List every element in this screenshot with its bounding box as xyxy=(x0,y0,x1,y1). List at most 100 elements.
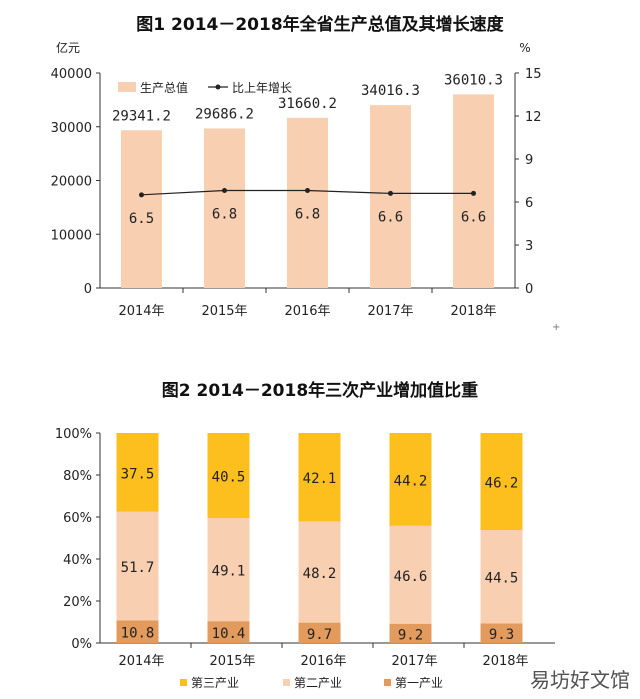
chart2-legend: 第三产业 第二产业 第一产业 xyxy=(180,676,443,690)
chart1-y-tick-label: 0 xyxy=(84,282,92,297)
legend-swatch-gdp xyxy=(118,82,136,92)
chart1-growth-value-label: 6.6 xyxy=(461,209,486,225)
chart2-y-tick-label: 40% xyxy=(63,553,92,568)
chart2-segment-label: 46.2 xyxy=(485,476,519,492)
chart2-bar-segment xyxy=(207,518,250,622)
chart1-bar-value-label: 29341.2 xyxy=(112,108,171,124)
chart1-x-tick-label: 2017年 xyxy=(367,304,413,319)
chart2-segment-label: 51.7 xyxy=(121,560,155,576)
chart2-bar-segment xyxy=(389,433,432,526)
chart2-legend-label: 第二产业 xyxy=(294,676,342,690)
chart2-stacked-bars xyxy=(116,433,523,643)
chart1-growth-point xyxy=(139,192,144,198)
chart1-y2-tick-label: 9 xyxy=(525,153,533,168)
chart1-y2-tick-label: 6 xyxy=(525,196,533,211)
chart1-growth-value-label: 6.5 xyxy=(129,211,154,227)
chart2-bar-segment xyxy=(480,433,523,531)
chart1-growth-value-label: 6.6 xyxy=(378,209,403,225)
chart2-bar-segment xyxy=(116,620,159,643)
chart1-left-unit: 亿元 xyxy=(56,40,80,55)
chart2-segment-label: 9.3 xyxy=(489,627,514,643)
watermark-text: 易坊好文馆 xyxy=(530,668,630,692)
chart1-growth-line xyxy=(139,188,476,198)
chart1-y-tick-label: 20000 xyxy=(51,175,92,190)
chart1-bar-value-label: 34016.3 xyxy=(361,83,420,99)
chart2-segment-label: 48.2 xyxy=(303,566,337,582)
chart1-growth-point xyxy=(388,190,393,196)
chart2-legend-swatch xyxy=(283,679,290,686)
chart2-y-tick-label: 100% xyxy=(55,427,92,442)
chart1-right-unit: % xyxy=(519,41,530,55)
chart1-x-tick-label: 2015年 xyxy=(201,304,247,319)
chart1-y-tick-label: 40000 xyxy=(51,67,92,82)
chart2-bar-segment xyxy=(298,433,341,522)
chart2-bar-segment xyxy=(298,521,341,623)
chart2-segment-label: 10.4 xyxy=(212,626,246,642)
chart1-axes: 0 10000 20000 30000 40000 0 3 6 9 12 15 2014年 2015年 2… xyxy=(51,67,542,319)
stray-mark: + xyxy=(552,322,560,333)
chart1-y2-tick-label: 15 xyxy=(525,67,542,82)
chart2-segment-label: 44.2 xyxy=(394,473,428,489)
chart2-legend-swatch xyxy=(180,679,187,686)
chart2-title: 图2 2014－2018年三次产业增加值比重 xyxy=(162,380,478,401)
chart2-bar-segment xyxy=(207,433,250,519)
chart2-bar-segment xyxy=(480,530,523,624)
legend-label-gdp: 生产总值 xyxy=(140,80,188,95)
chart1-data-labels: 29341.2 6.5 29686.2 6.8 31660.2 6.8 34016.3 6.6… xyxy=(112,72,503,226)
chart1-legend: 生产总值 比上年增长 xyxy=(118,80,292,95)
chart2-segment-label: 10.8 xyxy=(121,626,155,642)
chart1-bars xyxy=(121,94,494,289)
chart1-title: 图1 2014－2018年全省生产总值及其增长速度 xyxy=(136,14,504,35)
chart2-x-tick-label: 2017年 xyxy=(391,654,437,669)
chart2-y-tick-label: 20% xyxy=(63,595,92,610)
chart2-segment-label: 42.1 xyxy=(303,471,337,487)
chart2-segment-label: 44.5 xyxy=(485,571,519,587)
chart2-segment-label: 37.5 xyxy=(121,466,155,482)
chart2-segment-label: 49.1 xyxy=(212,564,246,580)
chart1-growth-value-label: 6.8 xyxy=(295,207,320,223)
chart2-x-tick-label: 2016年 xyxy=(300,654,346,669)
chart2-bar-segment xyxy=(207,621,250,643)
chart2-y-tick-label: 80% xyxy=(63,469,92,484)
chart2-legend-swatch xyxy=(384,679,391,686)
chart1-bar-gdp xyxy=(370,105,411,288)
chart1-growth-value-label: 6.8 xyxy=(212,207,237,223)
chart2-bar-segment xyxy=(480,623,523,643)
legend-marker-growth xyxy=(215,84,221,90)
chart2-axes: 0% 20% 40% 60% 80% 100% 2014年 2015年 2016年 2017年 20… xyxy=(55,427,555,669)
chart2-bar-segment xyxy=(298,622,341,643)
chart1-bar-value-label: 29686.2 xyxy=(195,106,254,122)
chart1-growth-point xyxy=(222,188,227,194)
chart1-bar-value-label: 36010.3 xyxy=(444,72,503,88)
chart2-bar-segment xyxy=(116,433,159,512)
chart2-legend-label: 第一产业 xyxy=(395,676,443,690)
chart1-y-tick-label: 30000 xyxy=(51,121,92,136)
chart2-bar-segment xyxy=(116,511,159,621)
chart1-x-tick-label: 2014年 xyxy=(118,304,164,319)
chart1-x-tick-label: 2016年 xyxy=(284,304,330,319)
chart2-y-tick-label: 60% xyxy=(63,511,92,526)
chart1-y2-tick-label: 0 xyxy=(525,282,533,297)
chart2-segment-label: 9.2 xyxy=(398,627,423,643)
chart1-bar-gdp xyxy=(287,117,328,289)
chart1-y-tick-label: 10000 xyxy=(51,228,92,243)
chart2-bar-segment xyxy=(389,525,432,624)
chart2-segment-label: 40.5 xyxy=(212,470,246,486)
chart1-growth-point xyxy=(471,190,476,196)
chart2-data-labels: 10.8 51.7 37.5 10.4 49.1 40.5 9.7 48.2 42.1 9.2 46… xyxy=(121,466,519,643)
chart2-x-tick-label: 2018年 xyxy=(482,654,528,669)
chart1-y2-tick-label: 3 xyxy=(525,239,533,254)
chart1-bar-gdp xyxy=(121,130,162,288)
chart2-x-tick-label: 2015年 xyxy=(209,654,255,669)
chart2-legend-label: 第三产业 xyxy=(191,676,239,690)
chart1-growth-point xyxy=(305,188,310,194)
chart1-x-tick-label: 2018年 xyxy=(450,304,496,319)
chart2-segment-label: 9.7 xyxy=(307,627,332,643)
chart1-y2-tick-label: 12 xyxy=(525,110,542,125)
chart2-segment-label: 46.6 xyxy=(394,569,428,585)
chart1-bar-gdp xyxy=(204,128,245,288)
legend-label-growth: 比上年增长 xyxy=(232,81,292,95)
chart1-bar-value-label: 31660.2 xyxy=(278,96,337,112)
chart2-bar-segment xyxy=(389,623,432,643)
